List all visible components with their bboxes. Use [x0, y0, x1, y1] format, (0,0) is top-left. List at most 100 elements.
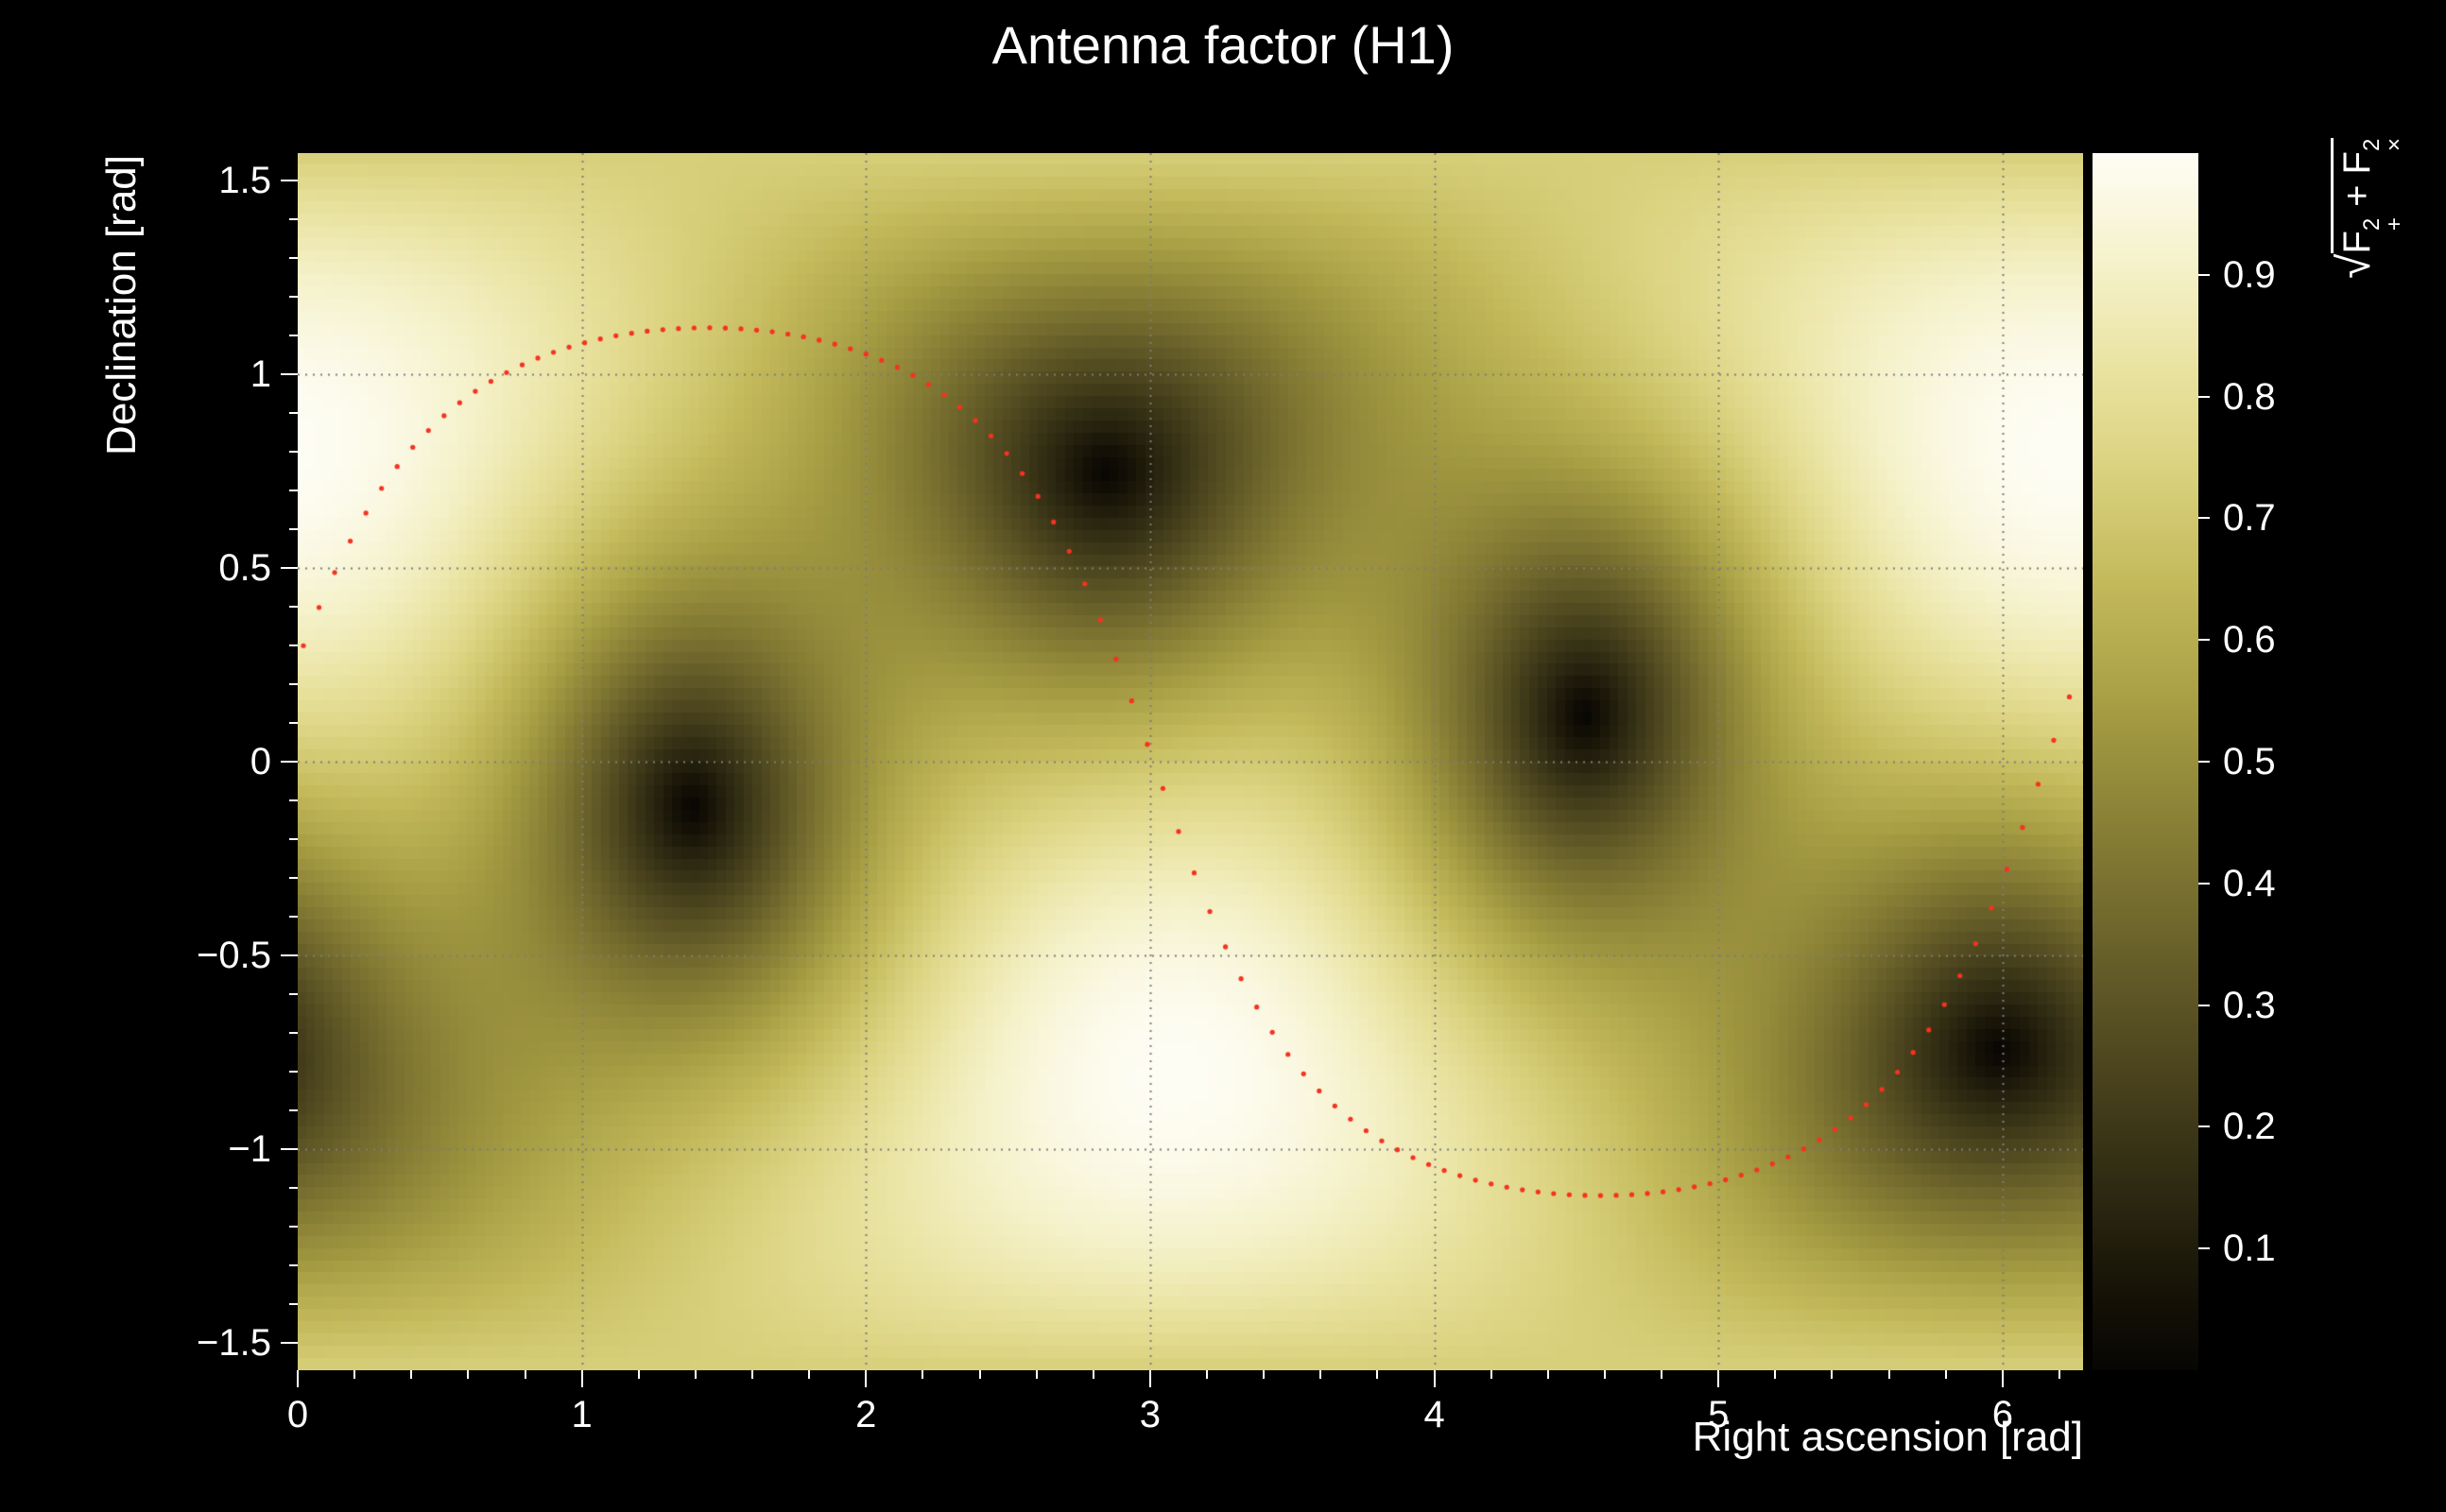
y-major-tick: [281, 373, 298, 376]
y-minor-tick: [289, 451, 298, 453]
x-tick-label: 3: [1139, 1394, 1162, 1435]
y-tick-label: 0.5: [218, 547, 271, 589]
y-minor-tick: [289, 876, 298, 879]
y-minor-tick: [289, 1108, 298, 1111]
y-minor-tick: [289, 799, 298, 801]
x-minor-tick: [2058, 1370, 2060, 1379]
y-minor-tick: [289, 683, 298, 685]
y-tick-label: 1.5: [218, 160, 271, 202]
y-minor-tick: [289, 528, 298, 530]
x-minor-tick: [978, 1370, 981, 1379]
y-minor-tick: [289, 837, 298, 840]
z-tick-label: 0.7: [2223, 497, 2276, 540]
x-major-tick: [580, 1370, 583, 1387]
y-minor-tick: [289, 1070, 298, 1073]
y-major-tick: [281, 761, 298, 763]
x-tick-label: 1: [571, 1394, 593, 1435]
x-minor-tick: [1603, 1370, 1606, 1379]
z-tick-label: 0.4: [2223, 862, 2276, 904]
x-minor-tick: [1944, 1370, 1947, 1379]
y-tick-label: 1: [250, 353, 271, 396]
z-major-tick: [2198, 1004, 2210, 1006]
y-minor-tick: [289, 644, 298, 646]
colorbar: [2093, 153, 2198, 1370]
x-minor-tick: [467, 1370, 470, 1379]
y-minor-tick: [289, 1263, 298, 1266]
x-minor-tick: [1887, 1370, 1890, 1379]
x-minor-tick: [1376, 1370, 1379, 1379]
y-minor-tick: [289, 257, 298, 260]
y-tick-label: −1.5: [197, 1321, 271, 1364]
f-plus-sup: 2: [2359, 217, 2385, 232]
z-major-tick: [2198, 1247, 2210, 1250]
y-axis-title: Declination [rad]: [98, 155, 145, 455]
x-axis-title: Right ascension [rad]: [1692, 1414, 2083, 1460]
y-minor-tick: [289, 296, 298, 299]
x-minor-tick: [410, 1370, 413, 1379]
y-minor-tick: [289, 606, 298, 608]
x-tick-label: 0: [286, 1394, 309, 1435]
y-minor-tick: [289, 412, 298, 415]
x-minor-tick: [1774, 1370, 1777, 1379]
f-cross-scripts: 2 ×: [2359, 138, 2407, 152]
x-minor-tick: [1490, 1370, 1492, 1379]
f-plus-scripts: 2 +: [2359, 217, 2407, 232]
plus-sign: +: [2336, 174, 2378, 218]
y-major-tick: [281, 567, 298, 569]
f-cross-base: F: [2336, 151, 2378, 175]
x-minor-tick: [808, 1370, 811, 1379]
y-minor-tick: [289, 1031, 298, 1034]
x-tick-label: 4: [1423, 1394, 1445, 1435]
y-minor-tick: [289, 335, 298, 337]
x-minor-tick: [1319, 1370, 1322, 1379]
f-cross-sup: 2: [2359, 138, 2385, 152]
z-tick-label: 0.3: [2223, 984, 2276, 1026]
sqrt-radical: √: [2330, 253, 2380, 279]
z-major-tick: [2198, 395, 2210, 398]
z-tick-label: 0.8: [2223, 375, 2276, 418]
x-minor-tick: [1661, 1370, 1663, 1379]
x-minor-tick: [1206, 1370, 1209, 1379]
z-axis-title: √F 2 + + F 2 ×: [2330, 138, 2407, 667]
y-minor-tick: [289, 490, 298, 491]
x-minor-tick: [751, 1370, 754, 1379]
z-major-tick: [2198, 882, 2210, 885]
x-minor-tick: [1092, 1370, 1094, 1379]
y-tick-label: 0: [250, 741, 271, 782]
z-tick-label: 0.5: [2223, 741, 2276, 782]
x-tick-label: 6: [1991, 1394, 2013, 1435]
x-major-tick: [297, 1370, 299, 1387]
y-tick-label: −0.5: [197, 934, 271, 976]
x-major-tick: [1433, 1370, 1436, 1387]
y-minor-tick: [289, 1225, 298, 1228]
y-tick-label: −1: [228, 1127, 271, 1170]
z-major-tick: [2198, 1125, 2210, 1128]
x-major-tick: [865, 1370, 868, 1387]
y-major-tick: [281, 1341, 298, 1344]
z-major-tick: [2198, 273, 2210, 276]
x-major-tick: [2001, 1370, 2004, 1387]
y-minor-tick: [289, 218, 298, 221]
x-tick-label: 2: [855, 1394, 877, 1435]
y-minor-tick: [289, 992, 298, 995]
x-minor-tick: [1035, 1370, 1038, 1379]
x-minor-tick: [1831, 1370, 1834, 1379]
x-minor-tick: [353, 1370, 356, 1379]
z-major-tick: [2198, 639, 2210, 642]
y-minor-tick: [289, 1302, 298, 1305]
y-major-tick: [281, 180, 298, 182]
x-major-tick: [1717, 1370, 1720, 1387]
x-minor-tick: [694, 1370, 697, 1379]
z-major-tick: [2198, 761, 2210, 763]
x-minor-tick: [637, 1370, 640, 1379]
x-minor-tick: [922, 1370, 924, 1379]
x-major-tick: [1148, 1370, 1151, 1387]
y-minor-tick: [289, 722, 298, 724]
z-tick-label: 0.1: [2223, 1228, 2276, 1270]
y-minor-tick: [289, 915, 298, 918]
x-minor-tick: [1263, 1370, 1266, 1379]
heatmap-plot: [298, 153, 2083, 1370]
plot-title: Antenna factor (H1): [991, 15, 1455, 75]
z-tick-label: 0.9: [2223, 253, 2276, 296]
f-plus-base: F: [2336, 231, 2378, 254]
